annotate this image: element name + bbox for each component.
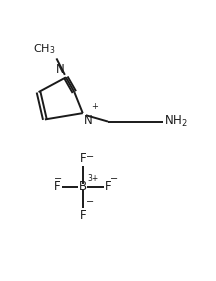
Text: N: N [56, 63, 65, 76]
Text: NH$_2$: NH$_2$ [164, 114, 188, 129]
Text: CH$_3$: CH$_3$ [33, 42, 55, 56]
Text: B: B [79, 180, 87, 193]
Text: +: + [91, 102, 98, 111]
Text: 3+: 3+ [87, 175, 99, 183]
Text: −: − [110, 174, 118, 184]
Text: F: F [105, 180, 111, 193]
Text: −: − [86, 152, 94, 162]
Text: N: N [84, 114, 92, 127]
Text: −: − [54, 174, 62, 184]
Text: F: F [79, 152, 86, 165]
Text: F: F [54, 180, 61, 193]
Text: F: F [79, 209, 86, 222]
Text: −: − [86, 197, 94, 207]
